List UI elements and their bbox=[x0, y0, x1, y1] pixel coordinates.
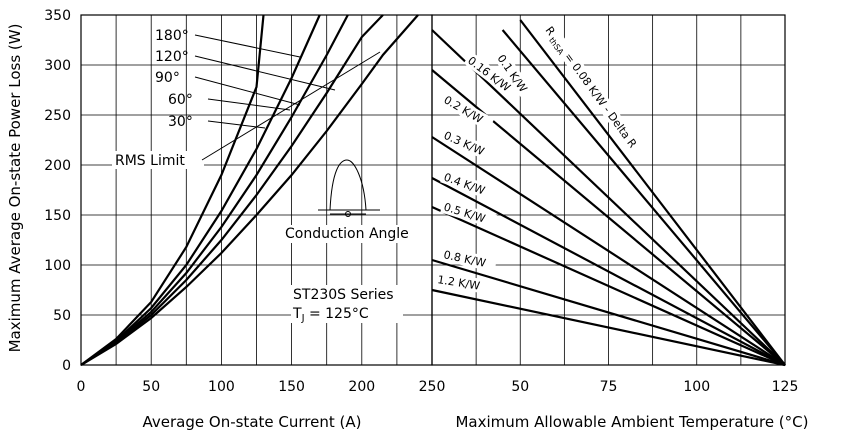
device-label-bg bbox=[291, 285, 403, 323]
y-tick-label: 350 bbox=[44, 8, 71, 24]
conduction-angle-label: Conduction Angle bbox=[285, 226, 409, 242]
y-tick-label: 250 bbox=[44, 108, 71, 124]
rthsa-label-bg bbox=[541, 21, 650, 164]
leader-line bbox=[194, 34, 301, 58]
x-tick-label-left: 200 bbox=[348, 379, 375, 395]
heatsink-line bbox=[431, 177, 786, 366]
heatsink-line-label: 0.4 K/W bbox=[442, 171, 487, 198]
series-label: 180° bbox=[155, 28, 189, 44]
heatsink-label-bg bbox=[434, 271, 492, 295]
y-tick-label: 200 bbox=[44, 158, 71, 174]
phi-icon bbox=[345, 211, 351, 217]
rms-limit-label: RMS Limit bbox=[115, 153, 185, 169]
heatsink-line bbox=[501, 29, 786, 366]
x-axis-title-right: Maximum Allowable Ambient Temperature (°… bbox=[455, 413, 808, 431]
x-tick-label-left: 100 bbox=[208, 379, 235, 395]
heatsink-line bbox=[431, 258, 786, 367]
heatsink-label-bg bbox=[439, 127, 496, 163]
heatsink-label-bg bbox=[440, 246, 498, 272]
heatsink-label-bg bbox=[463, 52, 516, 97]
x-tick-label-right: 125 bbox=[772, 379, 799, 395]
junction-temp-label: TJ = 125°C bbox=[292, 306, 369, 324]
heatsink-line bbox=[431, 205, 786, 367]
tick-labels: 0 50 100 150 200 250 300 350 0 50 100 150 200 250 50 75… bbox=[44, 8, 798, 395]
y-tick-label: 300 bbox=[44, 58, 71, 74]
y-tick-label: 100 bbox=[44, 258, 71, 274]
heatsink-line bbox=[519, 19, 786, 366]
y-axis-title: Maximum Average On-state Power Loss (W) bbox=[6, 24, 24, 353]
leader-line bbox=[207, 120, 266, 129]
heatsink-line-label: 0.3 K/W bbox=[442, 129, 486, 158]
leader-line bbox=[194, 55, 336, 91]
heatsink-line-label: 0.8 K/W bbox=[442, 248, 487, 270]
series-label: 120° bbox=[155, 49, 189, 65]
heatsink-label-bg bbox=[439, 91, 495, 132]
x-tick-label-left: 250 bbox=[419, 379, 446, 395]
heatsink-line bbox=[431, 288, 786, 367]
series-line-180deg bbox=[80, 14, 419, 366]
device-series-label: ST230S Series bbox=[293, 287, 394, 303]
grid bbox=[80, 14, 786, 366]
conduction-waveform-icon bbox=[329, 159, 367, 211]
series-line-120deg bbox=[80, 14, 384, 366]
plot-frame-right bbox=[431, 14, 786, 366]
y-tick-label: 0 bbox=[62, 358, 71, 374]
x-tick-label-left: 50 bbox=[142, 379, 160, 395]
heatsink-label-bg bbox=[440, 198, 497, 229]
x-tick-label-right: 50 bbox=[511, 379, 529, 395]
conduction-label-bg bbox=[283, 225, 409, 243]
y-tick-label: 50 bbox=[53, 308, 71, 324]
x-tick-label-right: 75 bbox=[600, 379, 618, 395]
heatsink-line bbox=[431, 136, 786, 366]
x-tick-label-left: 0 bbox=[77, 379, 86, 395]
rms-label-bg bbox=[112, 151, 204, 169]
y-tick-label: 150 bbox=[44, 208, 71, 224]
leader-line bbox=[207, 98, 291, 111]
series-label: 60° bbox=[168, 92, 193, 108]
leader-line bbox=[194, 76, 301, 106]
heatsink-line-label: 1.2 K/W bbox=[437, 273, 481, 293]
rms-leader bbox=[201, 51, 381, 161]
series-line-30deg bbox=[80, 14, 265, 366]
x-axis-title-left: Average On-state Current (A) bbox=[143, 413, 362, 431]
x-tick-label-left: 150 bbox=[278, 379, 305, 395]
heatsink-label-bg bbox=[493, 50, 537, 104]
series-label: 30° bbox=[168, 114, 193, 130]
heatsink-line bbox=[431, 29, 786, 366]
series-line-60deg bbox=[80, 14, 321, 366]
annotations: 180° 120° 90° 60° 30° RMS Limit Conduction Ang… bbox=[112, 21, 650, 324]
series-line-90deg bbox=[80, 14, 349, 366]
x-tick-label-right: 100 bbox=[683, 379, 710, 395]
heatsink-label-bg bbox=[440, 168, 497, 201]
series-label: 90° bbox=[155, 70, 180, 86]
